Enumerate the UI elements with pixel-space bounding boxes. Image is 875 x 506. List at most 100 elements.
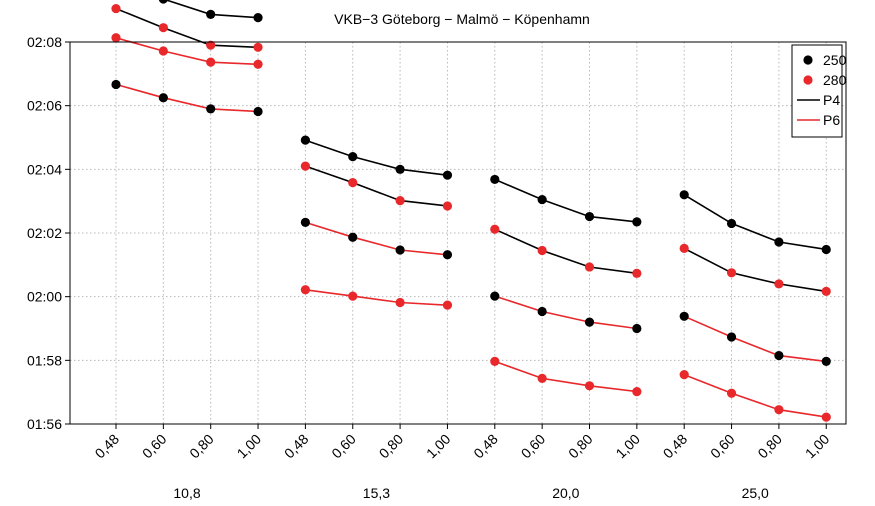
legend: 250 280 P4 P6 <box>791 44 847 138</box>
y-tick-label: 01:56 <box>27 416 62 432</box>
data-point <box>821 412 831 422</box>
x-tick-label: 0,48 <box>92 431 123 462</box>
data-point <box>774 405 784 415</box>
data-point <box>774 350 784 361</box>
data-point <box>158 93 168 103</box>
data-point <box>537 373 547 383</box>
data-point <box>774 237 784 247</box>
data-point <box>206 57 216 67</box>
series-line <box>115 37 259 66</box>
series-line <box>494 295 638 330</box>
data-point <box>206 40 216 50</box>
data-point <box>679 311 689 321</box>
data-point <box>726 218 737 229</box>
data-point <box>348 291 358 301</box>
legend-marker <box>803 55 813 65</box>
data-point <box>206 9 216 20</box>
x-tick-label: 0,48 <box>281 431 312 462</box>
legend-label: P6 <box>823 112 840 128</box>
x-tick-label: 0,60 <box>328 431 359 462</box>
data-point <box>632 323 642 334</box>
group-labels: 10,8 15,3 20,0 25,0 <box>173 485 769 501</box>
data-point <box>490 174 500 185</box>
y-tick-label: 02:06 <box>27 98 62 114</box>
data-point <box>300 161 310 171</box>
x-tick-label: 0,80 <box>376 431 407 462</box>
x-tick-label: 1,00 <box>423 431 454 462</box>
data-point <box>821 356 831 366</box>
data-point <box>253 59 263 69</box>
data-point <box>395 297 405 308</box>
x-tick-label: 0,60 <box>707 431 738 462</box>
data-point <box>774 279 784 289</box>
data-point <box>111 79 121 90</box>
series-line <box>305 139 448 176</box>
legend-box <box>791 44 843 138</box>
series-line <box>163 0 259 19</box>
data-point <box>632 387 642 397</box>
data-point <box>490 291 500 301</box>
legend-label: P4 <box>823 92 840 108</box>
series-line <box>683 373 827 418</box>
data-point <box>632 217 642 227</box>
legend-marker <box>803 75 813 85</box>
data-point <box>395 245 405 255</box>
y-tick-label: 01:58 <box>27 352 62 368</box>
data-point <box>726 388 737 398</box>
series-line <box>683 315 827 363</box>
data-point <box>442 250 453 260</box>
group-label: 25,0 <box>742 485 769 501</box>
x-tick-label: 0,48 <box>470 431 501 462</box>
data-point <box>111 3 121 14</box>
data-point <box>253 42 263 52</box>
group-label: 15,3 <box>363 485 390 501</box>
data-point <box>821 244 831 255</box>
data-point <box>537 306 547 317</box>
data-point <box>537 194 547 205</box>
y-tick-label: 02:04 <box>27 161 62 177</box>
data-point <box>584 262 595 272</box>
series-line <box>494 228 638 275</box>
data-point <box>632 268 642 278</box>
group-label: 20,0 <box>552 485 579 501</box>
data-point <box>158 23 168 33</box>
data-point <box>253 106 263 117</box>
data-point <box>442 170 453 180</box>
data-point <box>395 196 405 206</box>
data-point <box>111 33 121 43</box>
data-point <box>584 317 595 327</box>
legend-label: 250 <box>823 52 847 68</box>
x-tick-label: 0,80 <box>186 431 217 462</box>
x-tick-label: 0,80 <box>754 431 785 462</box>
data-point <box>158 46 168 56</box>
plot-series <box>111 0 831 422</box>
y-axis: 01:56 01:58 02:00 02:02 02:04 02:06 02:08 <box>27 34 70 432</box>
data-point <box>679 370 689 380</box>
data-point <box>300 135 310 145</box>
data-point <box>821 286 831 296</box>
series-line <box>305 221 448 256</box>
series-line <box>305 165 448 207</box>
data-point <box>726 268 737 278</box>
x-tick-label: 1,00 <box>802 431 833 462</box>
data-point <box>490 224 500 234</box>
data-point <box>490 356 500 366</box>
x-tick-label: 0,80 <box>565 431 596 462</box>
x-tick-label: 0,60 <box>518 431 549 462</box>
data-point <box>679 190 689 200</box>
y-tick-label: 02:00 <box>27 289 62 305</box>
series-line <box>115 7 259 49</box>
y-tick-label: 02:08 <box>27 34 62 50</box>
series-line <box>305 289 448 306</box>
x-tick-label: 1,00 <box>612 431 643 462</box>
x-axis: 0,48 0,60 0,80 1,00 0,48 0,60 0,80 1,00 0,48 0,60… <box>92 424 833 461</box>
data-point <box>348 177 358 188</box>
data-point <box>442 300 453 310</box>
series-line <box>494 178 637 223</box>
data-point <box>253 12 263 23</box>
legend-label: 280 <box>823 72 847 88</box>
data-point <box>158 0 168 4</box>
data-point <box>679 243 689 253</box>
group-label: 10,8 <box>173 485 200 501</box>
